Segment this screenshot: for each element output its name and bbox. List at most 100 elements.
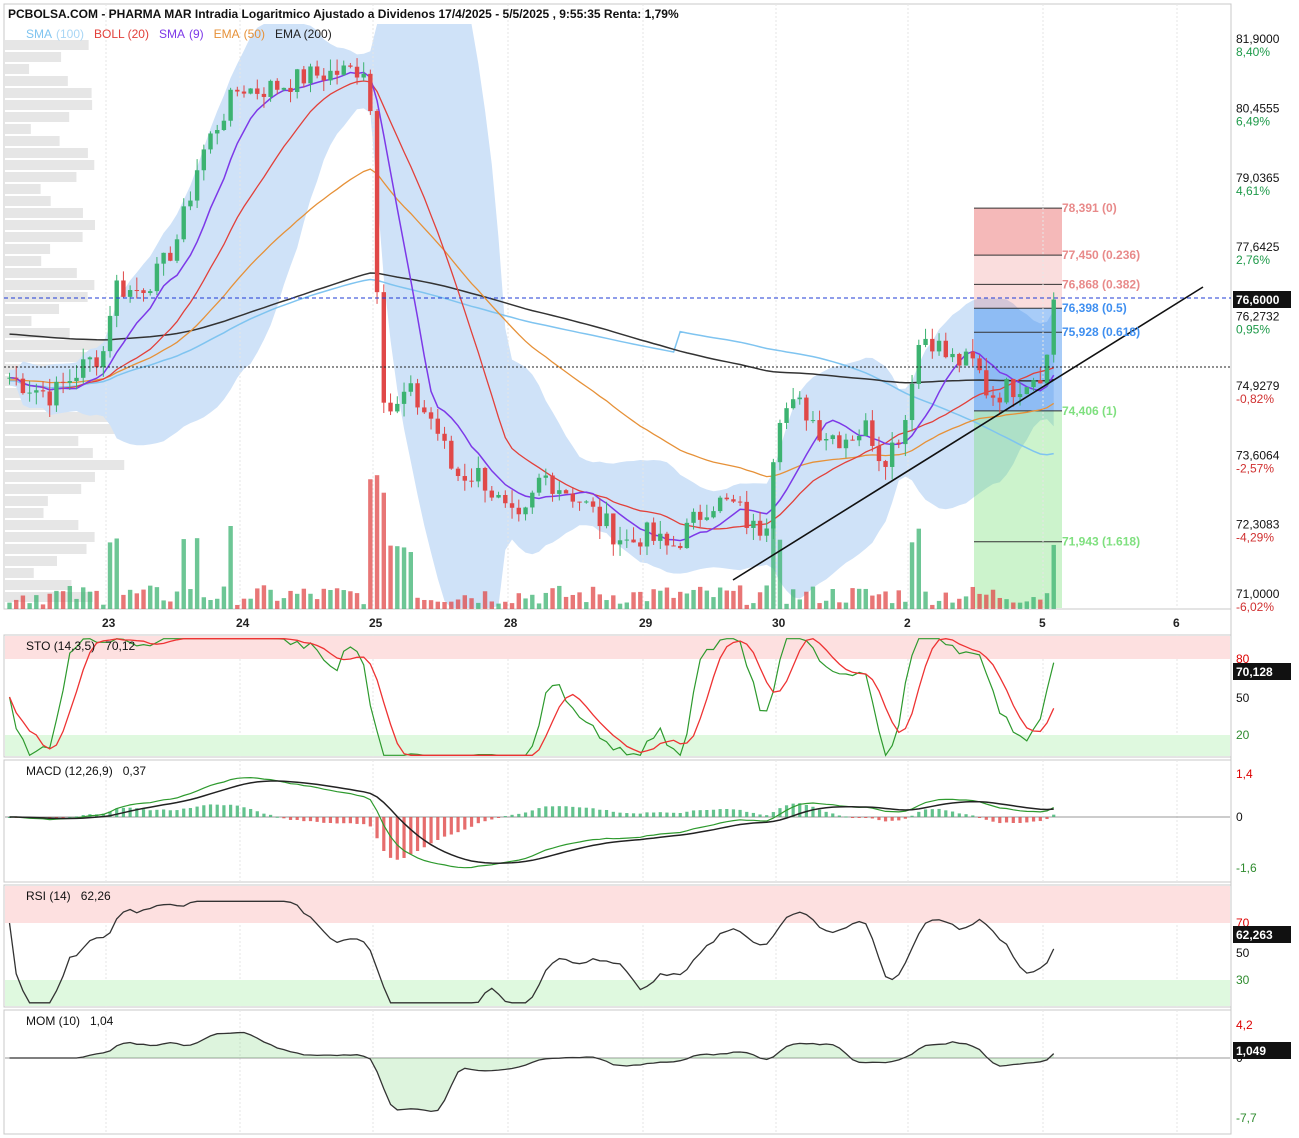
sto-overbought-zone xyxy=(5,636,1230,659)
bollinger-band-fill xyxy=(9,24,1054,608)
rsi-tick-30: 30 xyxy=(1236,973,1250,987)
mom-tick-top: 4,2 xyxy=(1236,1018,1253,1032)
legend-item: SMA xyxy=(159,27,185,41)
candle xyxy=(435,408,440,441)
macd-tick-zero: 0 xyxy=(1236,810,1243,824)
candle xyxy=(658,520,663,549)
legend-item: EMA xyxy=(214,27,240,41)
candle xyxy=(870,410,875,452)
fib-level-label: 76,398 (0.5) xyxy=(1062,301,1127,315)
price-tick-label: 71,0000 xyxy=(1236,587,1280,601)
candle xyxy=(883,459,888,480)
price-tick-label: 77,6425 xyxy=(1236,240,1280,254)
candle xyxy=(388,393,393,416)
fib-level-label: 75,928 (0.618) xyxy=(1062,325,1140,339)
candle xyxy=(60,372,66,394)
candle xyxy=(1011,378,1016,407)
candle xyxy=(476,456,481,488)
candle xyxy=(354,58,360,85)
date-tick-label: 25 xyxy=(369,616,383,630)
mom-label: MOM (10) 1,04 xyxy=(26,1014,114,1028)
candle xyxy=(684,518,690,549)
candle xyxy=(368,69,373,115)
macd-line xyxy=(9,776,1054,869)
candlesticks xyxy=(7,58,1056,556)
candle xyxy=(1044,354,1050,387)
date-tick-label: 6 xyxy=(1173,616,1180,630)
legend-item: SMA xyxy=(26,27,52,41)
candle xyxy=(294,68,300,99)
candle xyxy=(455,466,461,482)
candle xyxy=(395,396,400,414)
candle xyxy=(509,490,515,519)
date-tick-label: 29 xyxy=(639,616,653,630)
rsi-overbought-zone xyxy=(5,886,1230,923)
candle xyxy=(168,246,173,262)
candle xyxy=(54,376,59,412)
sto-oversold-zone xyxy=(5,735,1230,756)
candle xyxy=(321,68,326,92)
rsi-panel-frame xyxy=(3,884,1232,1008)
price-tick-label: 80,4555 xyxy=(1236,101,1280,115)
candle xyxy=(27,380,32,402)
candle xyxy=(442,426,447,449)
candle xyxy=(771,458,776,540)
candle xyxy=(221,113,227,132)
candle xyxy=(970,339,975,367)
candle xyxy=(810,411,816,424)
candle xyxy=(503,490,508,508)
legend: SMA (100) BOLL (20) SMA (9) EMA (50) EMA (200) xyxy=(26,27,332,41)
candle xyxy=(863,413,868,437)
candle xyxy=(764,518,769,542)
candle xyxy=(268,79,273,102)
candle xyxy=(1031,377,1036,391)
mom-current-value: 1,049 xyxy=(1236,1044,1266,1058)
candle xyxy=(784,402,789,430)
candle xyxy=(751,513,756,540)
candle xyxy=(40,381,46,398)
candle xyxy=(737,496,743,507)
candle xyxy=(691,508,696,530)
mom-panel-frame xyxy=(3,1009,1232,1135)
candle xyxy=(724,493,729,501)
rsi-oversold-zone xyxy=(5,980,1230,1006)
candle xyxy=(757,511,763,541)
candle xyxy=(697,504,703,527)
candle xyxy=(275,78,280,95)
candle xyxy=(215,124,220,145)
macd-tick-top: 1,4 xyxy=(1236,767,1253,781)
candle xyxy=(889,432,895,480)
candle xyxy=(638,538,643,555)
candle xyxy=(408,375,413,397)
candle xyxy=(837,431,842,449)
candle xyxy=(361,62,366,81)
candle xyxy=(563,488,569,494)
candle xyxy=(957,352,962,373)
price-tick-label: 73,6064 xyxy=(1236,448,1280,462)
candle xyxy=(449,435,454,470)
pct-tick-label: -0,82% xyxy=(1236,392,1274,406)
legend-item: (100) xyxy=(56,27,84,41)
candle xyxy=(121,271,126,298)
candle xyxy=(194,159,200,208)
rsi-line xyxy=(8,900,1055,1004)
candle xyxy=(590,497,596,513)
pct-tick-label: 4,61% xyxy=(1236,184,1270,198)
candle xyxy=(188,191,193,211)
candle xyxy=(14,365,19,386)
candle xyxy=(462,463,467,491)
candle xyxy=(469,468,474,488)
candle xyxy=(830,434,835,445)
candle xyxy=(856,429,862,447)
candle xyxy=(943,332,948,359)
price-tick-label: 79,0365 xyxy=(1236,171,1280,185)
candle xyxy=(717,495,723,514)
candle xyxy=(20,373,26,395)
candle xyxy=(489,486,494,501)
candle xyxy=(624,529,629,548)
macd-label: MACD (12,26,9) 0,37 xyxy=(26,764,146,778)
candle xyxy=(308,63,313,93)
candle xyxy=(936,333,942,356)
